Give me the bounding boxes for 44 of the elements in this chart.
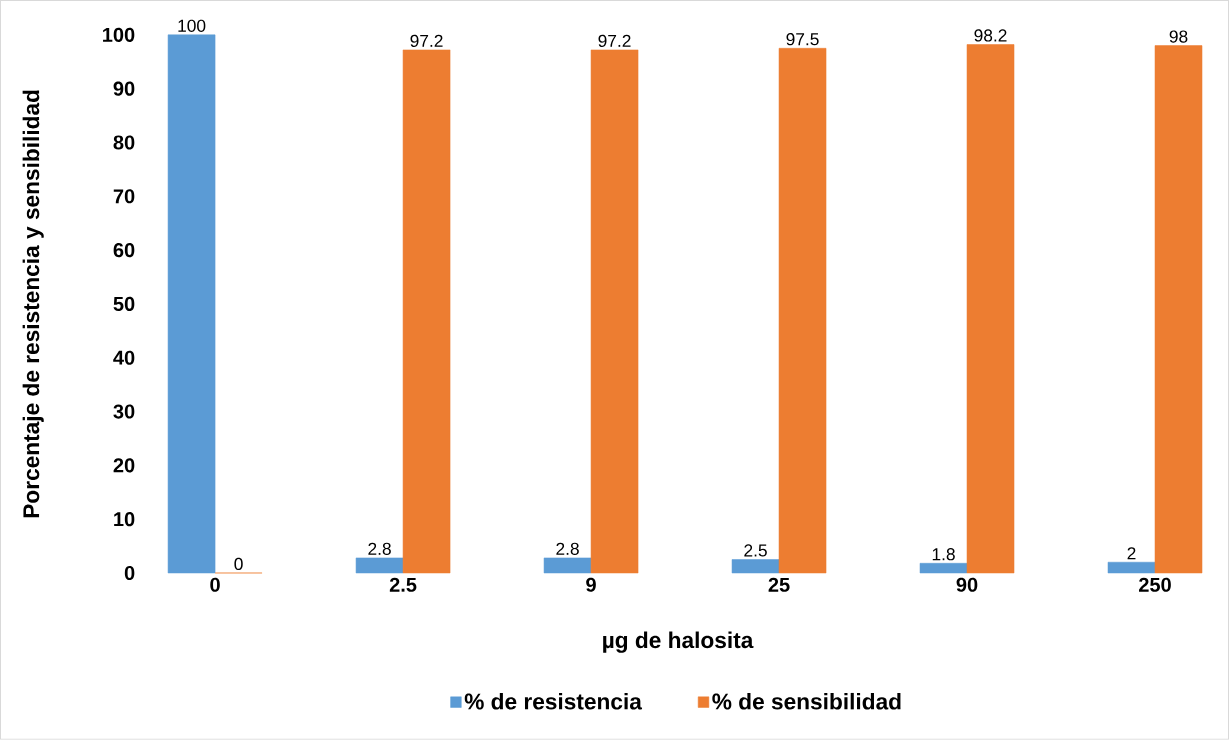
y-tick-label: 30 xyxy=(113,404,135,419)
y-tick-label: 70 xyxy=(113,189,135,204)
y-tick-label: 100 xyxy=(103,27,135,42)
y-tick-label: 50 xyxy=(113,296,135,312)
bar xyxy=(355,557,404,574)
bar xyxy=(1107,562,1156,574)
x-tick-label: 25 xyxy=(768,577,790,592)
data-label: 97.2 xyxy=(598,34,631,48)
data-label: 100 xyxy=(178,19,206,32)
y-axis-title: Porcentaje de resistencia y sensibilidad xyxy=(22,90,44,518)
bar xyxy=(1154,45,1203,574)
data-label: 98.2 xyxy=(974,29,1007,42)
y-tick-label: 10 xyxy=(114,512,135,527)
bar xyxy=(966,44,1015,574)
data-label: 2.5 xyxy=(744,544,767,557)
data-label: 2 xyxy=(1127,547,1136,560)
bar xyxy=(590,49,639,574)
bar xyxy=(402,49,451,574)
data-label: 2.8 xyxy=(368,542,391,556)
bar xyxy=(731,559,780,574)
x-tick-label: 90 xyxy=(956,577,978,592)
y-tick-label: 90 xyxy=(113,81,135,96)
data-label: 97.5 xyxy=(786,33,819,46)
data-label: 2.8 xyxy=(556,542,579,556)
y-tick-label: 40 xyxy=(113,350,135,365)
legend-label: % de resistencia xyxy=(464,693,643,710)
y-tick-label: 0 xyxy=(124,565,135,581)
x-axis-title: µg de halosita xyxy=(603,631,754,653)
legend-label: % de sensibilidad xyxy=(712,693,901,710)
x-tick-label: 2.5 xyxy=(389,577,417,592)
bar xyxy=(919,563,968,574)
data-label: 98 xyxy=(1169,30,1188,43)
bar xyxy=(167,34,216,574)
data-label: 1.8 xyxy=(932,548,955,561)
x-tick-label: 250 xyxy=(1139,577,1171,592)
y-tick-label: 60 xyxy=(113,243,135,258)
data-label: 0 xyxy=(234,557,243,571)
y-tick-label: 20 xyxy=(113,458,135,473)
data-label: 97.2 xyxy=(410,34,443,48)
bar xyxy=(543,557,592,574)
x-tick-label: 0 xyxy=(210,577,220,592)
x-tick-label: 9 xyxy=(586,577,596,592)
y-tick-label: 80 xyxy=(113,135,135,150)
bar xyxy=(778,48,827,574)
